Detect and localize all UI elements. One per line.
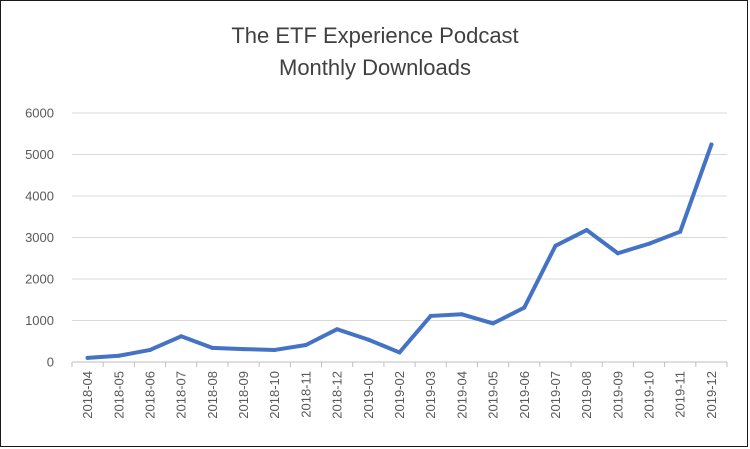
y-tick-label: 6000	[25, 106, 54, 121]
x-tick-label: 2019-07	[548, 371, 563, 419]
data-point	[179, 334, 184, 339]
data-point	[428, 313, 433, 318]
y-tick-label: 0	[47, 355, 54, 370]
x-tick-label: 2019-10	[642, 371, 657, 419]
x-axis-tick-labels: 2018-04 2018-05 2018-06 2018-07 2018-08 2018-…	[71, 362, 728, 419]
data-point	[397, 350, 402, 355]
x-tick-label: 2018-11	[298, 371, 313, 418]
data-point	[678, 229, 683, 234]
data-point	[241, 347, 246, 352]
y-tick-label: 2000	[25, 272, 54, 287]
series-group	[85, 142, 714, 360]
x-tick-label: 2018-06	[142, 371, 157, 419]
data-point	[272, 347, 277, 352]
x-tick-label: 2018-04	[80, 371, 95, 419]
x-tick-label: 2019-01	[361, 371, 376, 419]
chart-title-block: The ETF Experience Podcast Monthly Downl…	[0, 20, 750, 84]
x-tick-label: 2018-05	[111, 371, 126, 419]
data-point	[147, 347, 152, 352]
data-point	[116, 353, 121, 358]
x-tick-label: 2019-08	[579, 371, 594, 419]
x-tick-label: 2018-07	[174, 371, 189, 419]
y-axis-tick-labels: 0 1000 2000 3000 4000 5000 6000	[25, 106, 54, 370]
data-point	[210, 345, 215, 350]
data-point	[85, 355, 90, 360]
x-tick-label: 2019-05	[486, 371, 501, 419]
data-point	[615, 251, 620, 256]
data-point	[459, 312, 464, 317]
x-tick-label: 2019-06	[517, 371, 532, 419]
x-tick-label: 2018-10	[267, 371, 282, 419]
x-tick-label: 2019-04	[454, 371, 469, 419]
chart-subtitle: Monthly Downloads	[279, 55, 471, 80]
x-tick-label: 2019-11	[673, 371, 688, 418]
data-point	[553, 243, 558, 248]
y-tick-label: 4000	[25, 189, 54, 204]
x-tick-label: 2019-12	[704, 371, 719, 419]
data-point	[647, 241, 652, 246]
chart-title: The ETF Experience Podcast	[231, 23, 519, 48]
gridlines	[72, 112, 727, 363]
data-point	[303, 342, 308, 347]
x-tick-label: 2018-09	[236, 371, 251, 419]
y-tick-label: 3000	[25, 230, 54, 245]
data-point	[491, 321, 496, 326]
data-point	[584, 228, 589, 233]
x-tick-label: 2018-08	[205, 371, 220, 419]
data-point	[335, 327, 340, 332]
y-tick-label: 5000	[25, 147, 54, 162]
data-point	[522, 305, 527, 310]
x-tick-label: 2019-02	[392, 371, 407, 419]
x-tick-label: 2019-09	[610, 371, 625, 419]
data-point	[709, 142, 714, 147]
data-point	[366, 337, 371, 342]
x-tick-label: 2019-03	[423, 371, 438, 419]
x-tick-label: 2018-12	[330, 371, 345, 419]
series-line	[85, 142, 714, 360]
y-tick-label: 1000	[25, 313, 54, 328]
